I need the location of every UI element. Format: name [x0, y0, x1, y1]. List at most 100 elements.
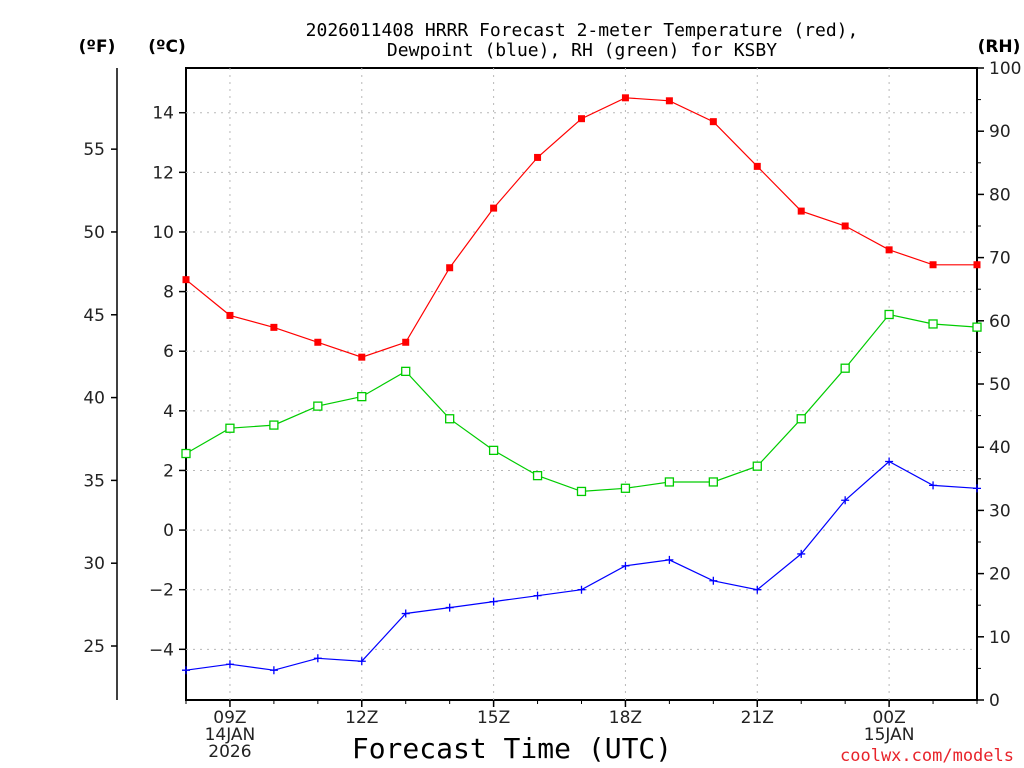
- celsius-unit-label: (ºC): [148, 37, 186, 57]
- x-tick-label: 00Z: [872, 708, 905, 728]
- rh-point: [972, 322, 982, 332]
- rh-point: [313, 401, 323, 411]
- dewpoint-point: [489, 597, 498, 606]
- rh-point: [269, 420, 279, 430]
- dewpoint-point: [577, 585, 586, 594]
- rh-tick-label: 90: [989, 122, 1011, 142]
- dewpoint-point: [621, 561, 630, 570]
- celsius-tick-label: −4: [149, 640, 174, 660]
- rh-tick-label: 10: [989, 628, 1011, 648]
- dewpoint-point: [182, 666, 190, 675]
- temperature-point: [621, 94, 629, 102]
- celsius-tick-label: 14: [152, 104, 174, 124]
- dewpoint-point: [929, 481, 938, 490]
- temperature-point: [534, 153, 542, 161]
- dewpoint-point: [885, 457, 894, 466]
- rh-point: [752, 461, 762, 471]
- temperature-point: [402, 338, 410, 346]
- rh-point: [488, 445, 499, 456]
- dewpoint-point: [357, 657, 366, 666]
- x-tick-label: 14JAN: [205, 725, 256, 745]
- rh-tick-label: 0: [989, 691, 1000, 711]
- temperature-point: [885, 246, 893, 254]
- rh-point: [664, 477, 675, 487]
- x-tick-label: 21Z: [741, 708, 774, 728]
- rh-tick-label: 30: [989, 501, 1011, 521]
- temperature-point: [314, 338, 322, 346]
- fahrenheit-tick-label: 40: [83, 389, 105, 409]
- dewpoint-point: [841, 496, 850, 505]
- x-axis-label: Forecast Time (UTC): [352, 732, 672, 765]
- temperature-point: [797, 207, 805, 215]
- x-tick-label: 09Z: [213, 708, 246, 728]
- rh-tick-label: 50: [989, 375, 1011, 395]
- dewpoint-point: [973, 484, 981, 493]
- x-tick-label: 15Z: [477, 708, 510, 728]
- temperature-point: [841, 222, 849, 230]
- fahrenheit-tick-label: 35: [83, 471, 105, 491]
- temperature-point: [182, 276, 190, 284]
- dewpoint-point: [797, 549, 806, 558]
- dewpoint-point: [533, 591, 542, 600]
- celsius-tick-label: 12: [152, 163, 174, 183]
- fahrenheit-unit-label: (ºF): [79, 37, 116, 57]
- dewpoint-point: [445, 603, 454, 612]
- temperature-point: [973, 261, 981, 269]
- celsius-tick-label: 10: [152, 223, 174, 243]
- rh-tick-label: 70: [989, 249, 1011, 269]
- rh-series-line: [185, 313, 978, 493]
- celsius-tick-label: 0: [163, 521, 174, 541]
- rh-unit-label: (RH): [978, 37, 1021, 57]
- x-tick-label: 18Z: [609, 708, 642, 728]
- x-tick-label: 12Z: [345, 708, 378, 728]
- celsius-tick-label: 8: [163, 283, 174, 303]
- rh-point: [445, 414, 455, 424]
- rh-point: [928, 319, 938, 329]
- rh-point: [225, 423, 235, 433]
- rh-point: [884, 309, 894, 320]
- plot-frame: [185, 67, 978, 701]
- temperature-point: [929, 261, 937, 269]
- temperature-series-line: [185, 97, 977, 358]
- rh-tick-label: 20: [989, 565, 1011, 585]
- rh-point: [620, 483, 631, 493]
- temperature-point: [709, 118, 717, 126]
- rh-point: [708, 477, 718, 487]
- temperature-point: [578, 115, 585, 123]
- dewpoint-point: [401, 609, 410, 618]
- series-layer: [181, 94, 982, 675]
- chart-title-line-2: Dewpoint (blue), RH (green) for KSBY: [387, 40, 777, 61]
- temperature-point: [490, 204, 498, 212]
- celsius-tick-label: −2: [149, 581, 174, 601]
- dewpoint-point: [753, 585, 762, 594]
- rh-point: [357, 391, 367, 402]
- dewpoint-point: [313, 654, 322, 663]
- temperature-point: [358, 353, 366, 361]
- rh-tick-label: 80: [989, 185, 1011, 205]
- fahrenheit-tick-label: 25: [83, 637, 105, 657]
- celsius-tick-label: 4: [163, 402, 174, 422]
- x-tick-label: 15JAN: [864, 725, 915, 745]
- fahrenheit-tick-label: 30: [83, 554, 105, 574]
- rh-tick-label: 40: [989, 438, 1011, 458]
- grid-layer: [186, 68, 977, 700]
- rh-point: [181, 448, 191, 459]
- credit-text: coolwx.com/models: [840, 746, 1014, 766]
- celsius-tick-label: 6: [163, 342, 174, 362]
- rh-point: [796, 414, 806, 424]
- dewpoint-point: [709, 576, 718, 585]
- dewpoint-point: [665, 555, 674, 564]
- rh-point: [840, 363, 850, 373]
- temperature-point: [226, 311, 234, 319]
- chart-title-line-1: 2026011408 HRRR Forecast 2-meter Tempera…: [306, 20, 859, 41]
- rh-tick-label: 100: [989, 59, 1021, 79]
- fahrenheit-tick-label: 55: [83, 140, 105, 160]
- fahrenheit-tick-label: 45: [83, 306, 105, 326]
- temperature-point: [446, 264, 454, 272]
- rh-point: [576, 486, 587, 497]
- fahrenheit-tick-label: 50: [83, 223, 105, 243]
- rh-point: [532, 470, 543, 481]
- rh-point: [401, 366, 411, 377]
